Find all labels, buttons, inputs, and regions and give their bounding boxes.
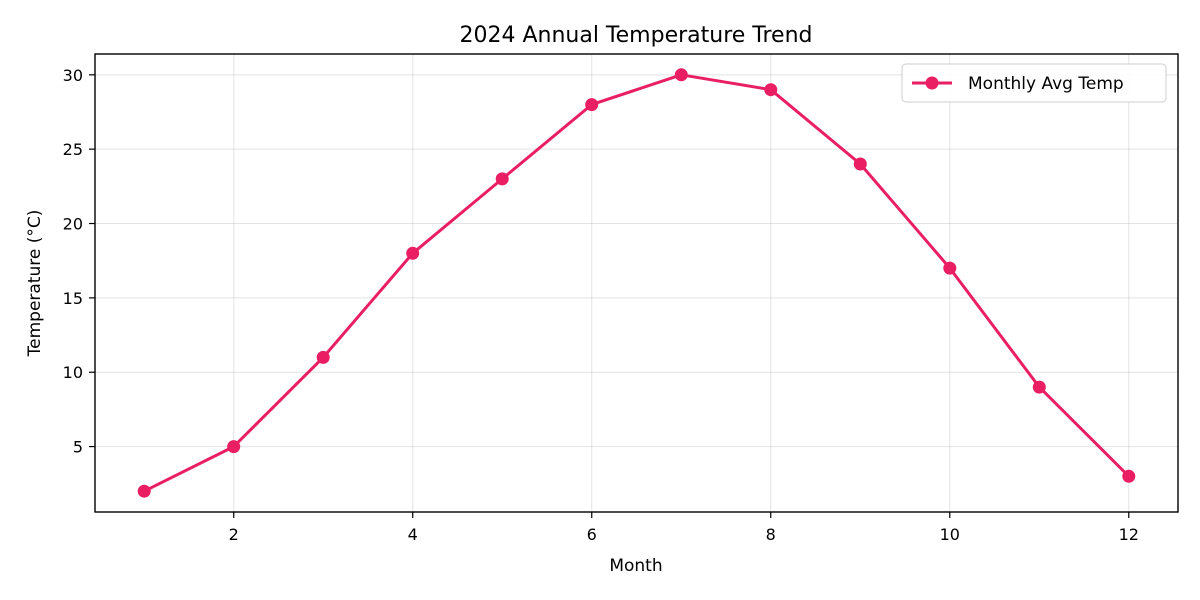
legend-box xyxy=(901,63,1167,103)
x-tick-label: 2 xyxy=(229,525,239,544)
y-tick-label: 10 xyxy=(63,363,83,382)
data-point xyxy=(227,440,241,454)
data-point xyxy=(137,484,151,498)
data-point xyxy=(406,246,420,260)
y-axis-title: Temperature (°C) xyxy=(25,210,45,358)
x-tick-label: 8 xyxy=(766,525,776,544)
y-tick-label: 5 xyxy=(73,438,83,457)
data-point xyxy=(495,172,509,186)
y-axis-ticks: 5 10 15 20 25 30 xyxy=(63,66,95,457)
data-points xyxy=(137,68,1136,498)
legend: Monthly Avg Temp xyxy=(901,63,1167,103)
x-tick-label: 10 xyxy=(940,525,960,544)
y-tick-label: 20 xyxy=(63,215,83,234)
x-tick-label: 12 xyxy=(1119,525,1139,544)
y-tick-label: 30 xyxy=(63,66,83,85)
data-point xyxy=(316,350,330,364)
y-tick-label: 15 xyxy=(63,289,83,308)
x-tick-label: 4 xyxy=(408,525,418,544)
grid xyxy=(95,54,1178,512)
plot-frame xyxy=(94,53,1179,513)
series-line-monthly-avg-temp xyxy=(142,73,1131,493)
data-point xyxy=(1122,469,1136,483)
data-point xyxy=(585,98,599,112)
x-axis-title: Month xyxy=(609,556,662,576)
data-point xyxy=(853,157,867,171)
series-layer xyxy=(137,68,1136,498)
x-tick-label: 6 xyxy=(587,525,597,544)
data-point xyxy=(1032,380,1046,394)
data-point xyxy=(764,83,778,97)
legend-marker-swatch xyxy=(925,76,939,90)
chart-title: 2024 Annual Temperature Trend xyxy=(459,23,812,48)
data-point xyxy=(943,261,957,275)
data-point xyxy=(674,68,688,82)
legend-label-monthly-avg-temp: Monthly Avg Temp xyxy=(968,74,1124,94)
x-axis-ticks: 2 4 6 8 10 12 xyxy=(229,512,1139,544)
y-tick-label: 25 xyxy=(63,140,83,159)
